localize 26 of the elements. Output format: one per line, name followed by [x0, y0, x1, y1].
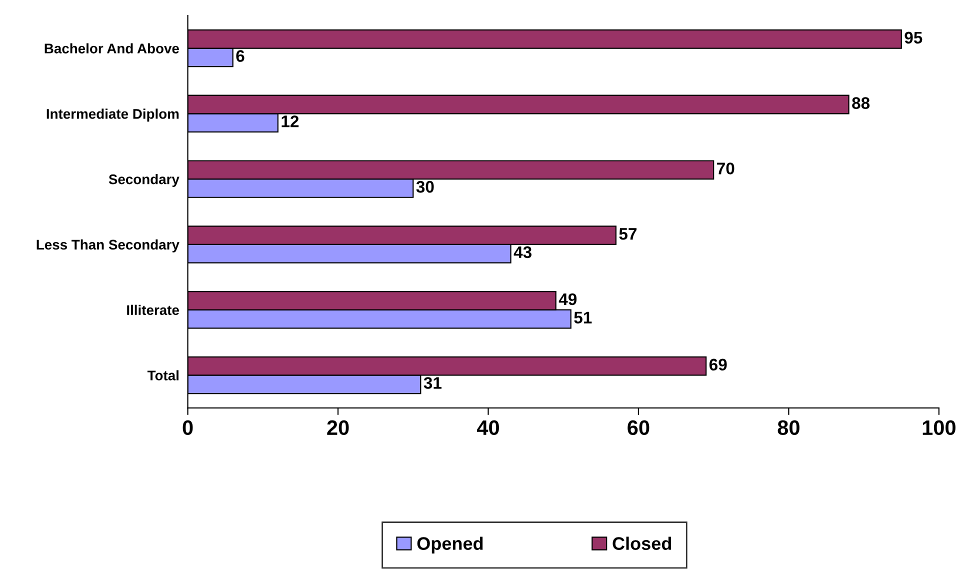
data-label: 70 — [717, 162, 734, 174]
x-tick-label: 100 — [922, 420, 956, 436]
data-label: 12 — [282, 115, 299, 128]
data-label: 49 — [558, 293, 577, 306]
data-label: 51 — [574, 312, 592, 324]
y-tick-label: Less Than Secondary — [36, 239, 180, 252]
y-tick-label: Total — [147, 370, 178, 380]
data-label: 6 — [236, 50, 244, 62]
x-tick-label: 40 — [476, 420, 499, 436]
y-tick-label: Secondary — [108, 174, 180, 187]
x-tick-label: 80 — [778, 420, 800, 436]
data-label: 95 — [904, 32, 922, 44]
data-label: 88 — [852, 97, 870, 109]
data-label: 69 — [709, 358, 727, 371]
x-tick-label: 20 — [327, 420, 349, 436]
y-tick-label: Illiterate — [127, 304, 179, 316]
x-tick-label: 0 — [182, 420, 193, 436]
legend-label: Opened — [417, 536, 483, 554]
y-tick-label: Bachelor And Above — [44, 43, 179, 54]
x-tick-label: 60 — [628, 420, 650, 436]
data-label: 31 — [424, 377, 442, 389]
data-label: 30 — [416, 180, 434, 193]
y-tick-label: Intermediate Diplom — [46, 108, 179, 122]
data-label: 57 — [619, 228, 637, 240]
legend-label: Closed — [612, 536, 672, 550]
data-label: 43 — [514, 246, 532, 258]
